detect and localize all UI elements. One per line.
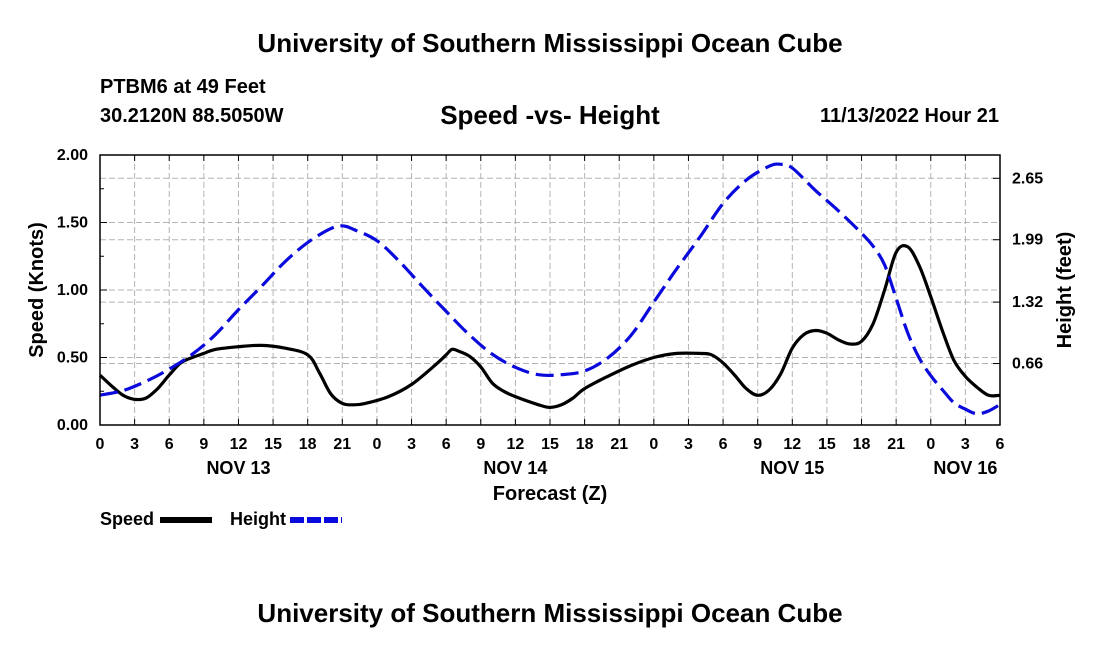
coordinates-label: 30.2120N 88.5050W bbox=[100, 105, 284, 127]
x-tick-label: 15 bbox=[818, 436, 836, 453]
x-tick-label: 21 bbox=[333, 436, 351, 453]
y-tick-label: 2.00 bbox=[57, 147, 88, 164]
grid bbox=[100, 155, 1000, 425]
y-tick-label: 0.00 bbox=[57, 417, 88, 434]
x-tick-label: 3 bbox=[407, 436, 416, 453]
legend-height-swatch bbox=[290, 517, 342, 523]
x-tick-label: 9 bbox=[199, 436, 208, 453]
x-tick-label: 6 bbox=[719, 436, 728, 453]
x-tick-label: 21 bbox=[887, 436, 905, 453]
x-tick-label: 15 bbox=[264, 436, 282, 453]
series-line-height bbox=[99, 162, 1001, 416]
x-tick-label: 12 bbox=[230, 436, 248, 453]
y-tick-label: 0.50 bbox=[57, 350, 88, 367]
x-tick-label: 9 bbox=[753, 436, 762, 453]
date-label: NOV 15 bbox=[760, 458, 824, 478]
station-label: PTBM6 at 49 Feet bbox=[100, 76, 266, 98]
y-tick-label: 1.50 bbox=[57, 215, 88, 232]
x-tick-label: 12 bbox=[783, 436, 801, 453]
x-tick-label: 18 bbox=[576, 436, 594, 453]
y2-tick-label: 1.32 bbox=[1012, 294, 1043, 311]
y-tick-label: 1.00 bbox=[57, 282, 88, 299]
date-label: NOV 16 bbox=[933, 458, 997, 478]
chart-title: University of Southern Mississippi Ocean… bbox=[257, 28, 843, 58]
axis-ticks: 0 3 6 9 12 15 18 21 0 3 6 9 12 15 18 21 0 3 6 9 12 15 18 21 0 3 6 N… bbox=[57, 147, 1043, 478]
legend-height-label: Height bbox=[230, 509, 286, 529]
y2-tick-label: 0.66 bbox=[1012, 356, 1043, 373]
x-tick-label: 6 bbox=[165, 436, 174, 453]
chart-subtitle: Speed -vs- Height bbox=[440, 100, 660, 130]
x-tick-label: 21 bbox=[610, 436, 628, 453]
x-tick-label: 6 bbox=[996, 436, 1005, 453]
x-tick-label: 18 bbox=[299, 436, 317, 453]
series-line-speed bbox=[98, 244, 1001, 409]
x-tick-label: 15 bbox=[541, 436, 559, 453]
legend-speed-swatch bbox=[160, 517, 212, 523]
y-axis-label: Speed (Knots) bbox=[26, 222, 48, 358]
y2-tick-label: 2.65 bbox=[1012, 170, 1043, 187]
x-tick-label: 0 bbox=[96, 436, 105, 453]
x-tick-label: 9 bbox=[476, 436, 485, 453]
date-label: NOV 13 bbox=[206, 458, 270, 478]
date-label: NOV 14 bbox=[483, 458, 547, 478]
x-tick-label: 0 bbox=[649, 436, 658, 453]
x-tick-label: 6 bbox=[442, 436, 451, 453]
y2-tick-label: 1.99 bbox=[1012, 232, 1043, 249]
x-tick-label: 0 bbox=[372, 436, 381, 453]
y2-axis-label: Height (feet) bbox=[1054, 232, 1076, 349]
datetime-label: 11/13/2022 Hour 21 bbox=[819, 105, 999, 127]
legend-speed-label: Speed bbox=[100, 509, 155, 529]
series-layer bbox=[98, 162, 1001, 416]
x-axis-label: Forecast (Z) bbox=[493, 483, 607, 505]
x-tick-label: 3 bbox=[130, 436, 139, 453]
x-tick-label: 18 bbox=[853, 436, 871, 453]
x-tick-label: 0 bbox=[926, 436, 935, 453]
x-tick-label: 3 bbox=[961, 436, 970, 453]
footer-title: University of Southern Mississippi Ocean… bbox=[257, 598, 843, 628]
x-tick-label: 12 bbox=[506, 436, 524, 453]
x-tick-label: 3 bbox=[684, 436, 693, 453]
